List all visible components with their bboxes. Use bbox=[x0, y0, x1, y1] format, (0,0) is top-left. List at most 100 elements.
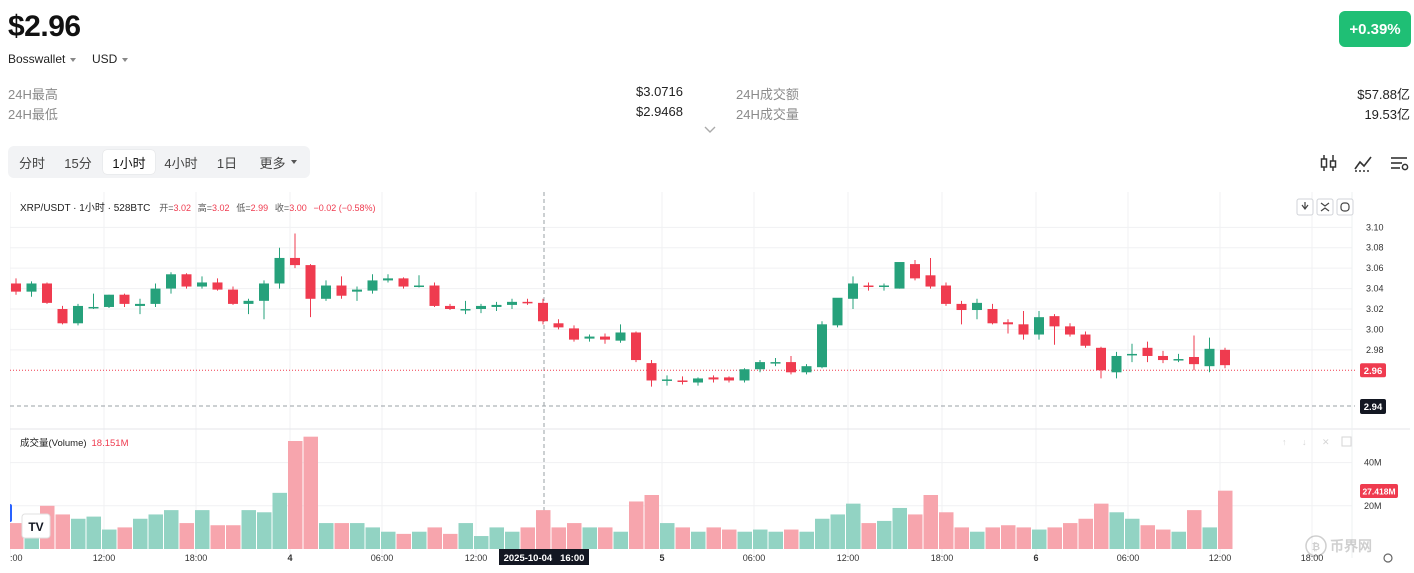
watermark-logo: ₿ 币界网 bbox=[1305, 535, 1372, 557]
arrow-down-icon[interactable] bbox=[1296, 198, 1314, 216]
volume-bar bbox=[1047, 527, 1062, 549]
volume-bar bbox=[970, 531, 985, 549]
volume-bar bbox=[381, 531, 396, 549]
crosshair-price-tag: 2.94 bbox=[1360, 399, 1386, 414]
timeframe-tab-15m[interactable]: 15分 bbox=[64, 155, 92, 171]
volume-bar bbox=[551, 527, 566, 549]
volume-bar bbox=[660, 523, 675, 549]
svg-text:2.94: 2.94 bbox=[1364, 402, 1383, 413]
candle-body bbox=[832, 297, 843, 326]
candle-body bbox=[600, 336, 610, 340]
svg-text:↑: ↑ bbox=[1282, 437, 1287, 447]
x-axis-tick: 12:00 bbox=[837, 553, 860, 563]
volume-bar bbox=[1171, 531, 1186, 549]
volume-bar bbox=[954, 527, 969, 549]
volume-bar bbox=[102, 529, 117, 549]
svg-text:✕: ✕ bbox=[1322, 437, 1330, 447]
timeframe-tab-1h[interactable]: 1小时 bbox=[103, 150, 155, 174]
x-axis-tick: 18:00 bbox=[931, 553, 954, 563]
candle-body bbox=[274, 257, 285, 284]
candle-body bbox=[894, 262, 905, 289]
candle-body bbox=[181, 274, 192, 287]
candle-body bbox=[662, 379, 672, 381]
timeframe-tab-1d[interactable]: 1日 bbox=[216, 155, 238, 171]
candle-body bbox=[104, 294, 114, 307]
volume-bar bbox=[133, 518, 148, 549]
volume-bar bbox=[396, 533, 411, 549]
candle-body bbox=[553, 323, 564, 328]
collapse-icon[interactable] bbox=[1316, 198, 1334, 216]
x-axis-tick: :00 bbox=[10, 553, 23, 563]
volume-bar bbox=[365, 527, 380, 549]
candle-body bbox=[910, 264, 920, 279]
candles-icon[interactable] bbox=[1318, 152, 1340, 174]
candle-body bbox=[646, 363, 657, 381]
candle-body bbox=[1111, 355, 1122, 373]
volume-bar bbox=[303, 436, 318, 549]
legend-symbol: XRP/USDT · 1小时 · 528BTC bbox=[20, 202, 150, 214]
volume-bar bbox=[644, 495, 659, 549]
candle-body bbox=[352, 289, 362, 292]
tradingview-logo-icon[interactable]: TV bbox=[21, 513, 51, 539]
expand-stats-icon[interactable] bbox=[703, 125, 717, 135]
price-chart[interactable]: 3.10 3.08 3.06 3.04 3.02 3.00 2.98 40M 20M :00 1… bbox=[10, 192, 1410, 570]
chart-legend: XRP/USDT · 1小时 · 528BTC 开=3.02 高=3.02 低=… bbox=[20, 202, 376, 214]
volume-bar bbox=[691, 531, 706, 549]
candle-body bbox=[290, 257, 300, 266]
currency-selector[interactable]: USD bbox=[92, 52, 129, 66]
volume-bar bbox=[241, 510, 256, 549]
candle-body bbox=[445, 305, 455, 309]
svg-text:↓: ↓ bbox=[1302, 437, 1307, 447]
x-axis-tick: 06:00 bbox=[1117, 553, 1140, 563]
x-axis-tick: 12:00 bbox=[93, 553, 116, 563]
volume-bar bbox=[1125, 518, 1140, 549]
volume-bar bbox=[784, 529, 799, 549]
volume-bar bbox=[1109, 512, 1124, 549]
candle-body bbox=[197, 282, 207, 287]
timeframe-tab-minute[interactable]: 分时 bbox=[18, 155, 45, 171]
candle-body bbox=[259, 283, 269, 301]
timeframe-selector: 分时 15分 1小时 4小时 1日 更多 bbox=[8, 146, 310, 178]
svg-text:27.418M: 27.418M bbox=[1362, 487, 1395, 497]
candle-body bbox=[724, 377, 734, 381]
volume-pane-controls: ↑ ↓ ✕ bbox=[1282, 436, 1352, 447]
timeframe-tab-4h[interactable]: 4小时 bbox=[164, 155, 198, 171]
candle-body bbox=[693, 378, 703, 383]
volume-bar bbox=[722, 529, 737, 549]
candle-body bbox=[1049, 316, 1060, 327]
candle-body bbox=[1018, 324, 1029, 335]
candle-body bbox=[429, 285, 440, 306]
settings-icon[interactable] bbox=[1388, 152, 1410, 174]
candle-body bbox=[1189, 356, 1199, 365]
volume-bar bbox=[1218, 490, 1233, 549]
candle-body bbox=[228, 289, 238, 304]
side-toggle[interactable] bbox=[10, 504, 12, 522]
candle-body bbox=[42, 283, 52, 303]
candle-body bbox=[863, 285, 874, 288]
candle-body bbox=[73, 305, 83, 324]
x-axis-tick: 12:00 bbox=[465, 553, 488, 563]
candle-body bbox=[243, 300, 254, 304]
volume-bar bbox=[908, 514, 923, 549]
wallet-selector[interactable]: Bosswallet bbox=[8, 52, 77, 66]
volume-bar bbox=[458, 523, 473, 549]
volume-bar bbox=[226, 525, 241, 549]
candle-body bbox=[1204, 348, 1215, 367]
volume-bar bbox=[505, 531, 520, 549]
candle-body bbox=[150, 288, 161, 304]
volume-bar bbox=[1187, 510, 1202, 549]
reset-icon[interactable] bbox=[1336, 198, 1354, 216]
svg-text:TV: TV bbox=[28, 520, 43, 534]
candle-body bbox=[336, 285, 347, 296]
candle-body bbox=[770, 362, 781, 364]
volume-bar bbox=[629, 501, 644, 549]
volume-axis-tick: 20M bbox=[1364, 501, 1382, 511]
volume-bar bbox=[815, 518, 830, 549]
volume-bar bbox=[1016, 527, 1031, 549]
volume-bar bbox=[846, 503, 861, 549]
timeframe-more-button[interactable]: 更多 bbox=[250, 150, 306, 174]
volume-bar bbox=[272, 492, 287, 549]
x-axis-tick: 4 bbox=[287, 553, 292, 563]
indicator-icon[interactable] bbox=[1352, 152, 1374, 174]
axis-settings-icon[interactable] bbox=[1383, 553, 1393, 563]
